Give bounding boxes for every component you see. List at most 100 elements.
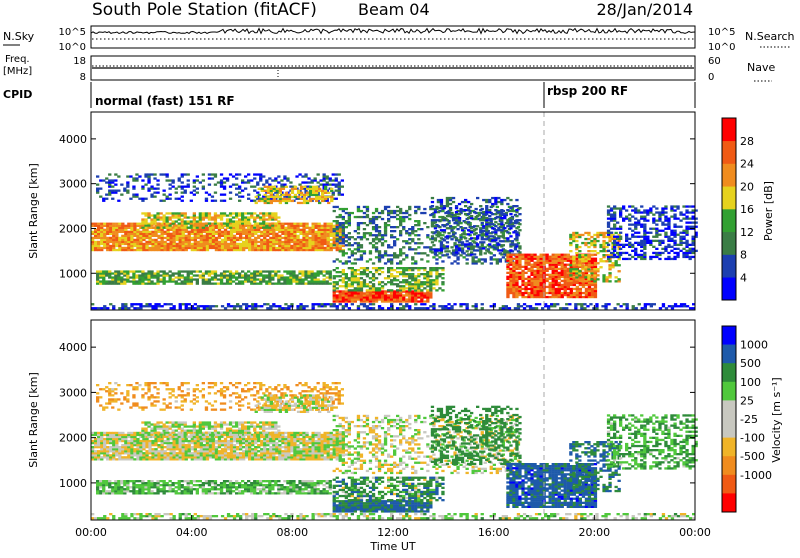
power-cell xyxy=(366,275,369,277)
power-cell xyxy=(245,237,248,239)
power-cell xyxy=(281,225,284,227)
power-cell xyxy=(127,239,130,241)
power-cell xyxy=(190,220,193,222)
power-cell xyxy=(161,233,164,235)
power-cell xyxy=(281,233,284,235)
power-cell xyxy=(178,216,181,218)
power-cell xyxy=(99,274,102,276)
power-cell xyxy=(588,286,591,288)
power-cell xyxy=(414,294,417,296)
power-cell xyxy=(689,226,692,228)
power-cell xyxy=(348,289,351,291)
power-cell xyxy=(575,234,578,236)
power-cell xyxy=(348,218,351,220)
power-cell xyxy=(263,237,266,239)
power-cell xyxy=(543,270,546,272)
power-cell xyxy=(145,233,148,235)
power-cell xyxy=(558,268,561,270)
power-cell xyxy=(655,234,658,236)
power-cell xyxy=(185,241,188,243)
power-cell xyxy=(414,279,417,281)
power-cell xyxy=(552,284,555,286)
power-cell xyxy=(156,283,159,285)
power-cell xyxy=(239,231,242,233)
power-cell xyxy=(238,212,241,214)
power-cell xyxy=(312,247,315,249)
power-cell xyxy=(549,288,552,290)
power-cell xyxy=(411,256,414,258)
power-cell xyxy=(167,243,170,245)
power-cell xyxy=(220,179,223,181)
power-cell xyxy=(682,232,685,234)
power-cell xyxy=(575,244,578,246)
power-cell xyxy=(302,243,305,245)
power-cell xyxy=(181,196,184,198)
power-cell xyxy=(552,282,555,284)
power-cell xyxy=(202,216,205,218)
power-cell xyxy=(214,274,217,276)
power-cell xyxy=(463,256,466,258)
power-cell xyxy=(284,239,287,241)
power-cell xyxy=(138,283,141,285)
power-cell xyxy=(348,298,351,300)
power-cell xyxy=(121,237,124,239)
power-cell xyxy=(345,273,348,275)
power-cell xyxy=(327,237,330,239)
power-cell xyxy=(363,232,366,234)
power-cell xyxy=(275,243,278,245)
power-cell xyxy=(277,181,280,183)
power-cell xyxy=(387,294,390,296)
power-cell xyxy=(342,281,345,283)
power-cell xyxy=(336,216,339,218)
power-cell xyxy=(250,227,253,229)
power-cell xyxy=(649,228,652,230)
power-cell xyxy=(366,216,369,218)
power-cell xyxy=(236,237,239,239)
power-cell xyxy=(676,254,679,256)
power-cell xyxy=(342,245,345,247)
power-cell xyxy=(272,233,275,235)
power-cell xyxy=(248,245,251,247)
power-cell xyxy=(387,210,390,212)
power-cell xyxy=(205,216,208,218)
power-cell xyxy=(521,266,524,268)
power-cell xyxy=(512,231,515,233)
power-cell xyxy=(399,250,402,252)
power-cell xyxy=(167,233,170,235)
power-cell xyxy=(247,278,250,280)
power-cell xyxy=(533,288,536,290)
power-cell xyxy=(229,280,232,282)
power-cell xyxy=(578,270,581,272)
power-cell xyxy=(138,198,141,200)
power-cell xyxy=(640,240,643,242)
power-cell xyxy=(351,267,354,269)
power-cell xyxy=(613,240,616,242)
power-cell xyxy=(366,208,369,210)
power-cell xyxy=(530,272,533,274)
power-cell xyxy=(283,276,286,278)
power-cell xyxy=(274,222,277,224)
power-cell xyxy=(169,218,172,220)
power-cell xyxy=(303,202,306,204)
power-cell xyxy=(509,207,512,209)
power-cell xyxy=(151,245,154,247)
power-cell xyxy=(202,186,205,188)
power-cell xyxy=(414,248,417,250)
power-cell xyxy=(561,286,564,288)
power-cell xyxy=(164,231,167,233)
power-cell xyxy=(271,218,274,220)
power-cell xyxy=(284,243,287,245)
power-cell xyxy=(515,264,518,266)
power-cell xyxy=(570,280,573,282)
power-cell xyxy=(613,250,616,252)
power-cell xyxy=(202,272,205,274)
power-cell xyxy=(622,205,625,207)
power-cell xyxy=(420,296,423,298)
power-cell xyxy=(567,280,570,282)
power-cell xyxy=(227,237,230,239)
power-cell xyxy=(443,207,446,209)
power-cell xyxy=(266,229,269,231)
power-cell xyxy=(569,238,572,240)
power-cell xyxy=(479,241,482,243)
